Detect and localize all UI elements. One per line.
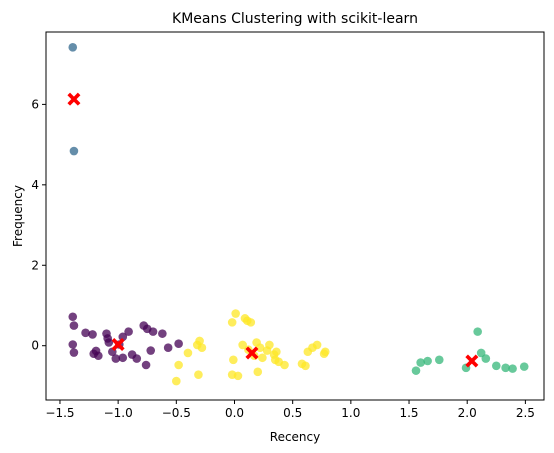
cluster-3-point	[253, 367, 263, 377]
cluster-3-point	[258, 353, 267, 363]
plot-marks	[67, 42, 529, 386]
cluster-2-point	[519, 362, 529, 371]
cluster-0-point	[68, 312, 78, 322]
cluster-0-point	[148, 327, 158, 336]
cluster-0-point	[141, 360, 151, 370]
cluster-0-point	[104, 338, 114, 347]
y-axis-label: Frequency	[11, 185, 25, 247]
cluster-2-point	[508, 364, 517, 373]
y-tick-label: 2	[31, 258, 39, 272]
cluster-3-point	[194, 370, 203, 379]
cluster-0-point	[146, 346, 156, 355]
cluster-0-point	[124, 327, 133, 336]
y-axis-ticks: 0 2 4 6	[31, 97, 46, 353]
cluster-3-point	[238, 340, 247, 350]
cluster-1-point	[68, 42, 78, 52]
cluster-2-point	[434, 355, 444, 365]
x-tick-label: −1.5	[45, 406, 74, 420]
cluster-3-point	[195, 336, 204, 346]
cluster-3-point	[255, 343, 265, 353]
x-tick-label: 2.5	[516, 406, 535, 420]
cluster-3-point	[272, 347, 281, 357]
cluster-3-point	[231, 309, 240, 318]
centroid-marker	[245, 346, 259, 360]
cluster-3-point	[233, 371, 243, 381]
x-tick-label: 2.0	[458, 406, 477, 420]
chart-title: KMeans Clustering with scikit-learn	[172, 11, 418, 27]
x-tick-label: 0.0	[225, 406, 244, 420]
x-tick-label: 1.5	[399, 406, 418, 420]
cluster-3-point	[174, 360, 183, 370]
cluster-3-point	[265, 340, 274, 350]
cluster-2-point	[491, 361, 501, 371]
x-axis-label: Recency	[270, 430, 320, 444]
cluster-3-point	[227, 318, 237, 327]
cluster-0-point	[118, 353, 128, 363]
cluster-3-point	[172, 376, 181, 386]
cluster-3-point	[246, 318, 256, 327]
cluster-0-point	[132, 354, 142, 363]
x-tick-label: −1.0	[104, 406, 133, 420]
cluster-0-point	[111, 354, 121, 363]
cluster-2-point	[411, 366, 421, 375]
cluster-3-point	[312, 340, 322, 350]
cluster-3-point	[301, 361, 310, 371]
cluster-2-point	[423, 356, 432, 366]
cluster-0-point	[69, 348, 79, 357]
y-tick-label: 0	[31, 339, 39, 353]
cluster-2-point	[473, 327, 482, 336]
x-axis-ticks: −1.5 −1.0 −0.5 0.0 0.5 1.0 1.5 2.0 2.5	[45, 400, 535, 420]
cluster-2-point	[501, 363, 510, 373]
centroid-marker	[111, 338, 125, 351]
cluster-0-point	[158, 329, 167, 338]
cluster-3-point	[320, 347, 330, 357]
cluster-0-point	[69, 321, 79, 330]
cluster-0-point	[94, 351, 103, 361]
cluster-3-point	[183, 348, 193, 358]
cluster-3-point	[229, 355, 238, 365]
cluster-0-point	[88, 330, 97, 339]
y-tick-label: 6	[31, 97, 39, 111]
plot-frame	[45, 31, 545, 401]
cluster-0-point	[118, 332, 128, 342]
cluster-3-point	[197, 343, 207, 353]
cluster-3-point	[270, 355, 280, 365]
cluster-0-point	[68, 340, 78, 349]
x-tick-label: −0.5	[162, 406, 191, 420]
cluster-0-point	[163, 343, 173, 353]
centroid-marker	[67, 92, 81, 106]
centroid-marker	[465, 354, 479, 368]
y-tick-label: 4	[31, 178, 39, 192]
cluster-0-point	[81, 328, 90, 338]
x-tick-label: 0.5	[283, 406, 302, 420]
x-tick-label: 1.0	[341, 406, 360, 420]
cluster-3-point	[280, 360, 289, 370]
cluster-2-point	[416, 358, 425, 367]
cluster-0-point	[174, 339, 183, 348]
cluster-2-point	[481, 354, 491, 363]
cluster-1-point	[69, 146, 79, 156]
